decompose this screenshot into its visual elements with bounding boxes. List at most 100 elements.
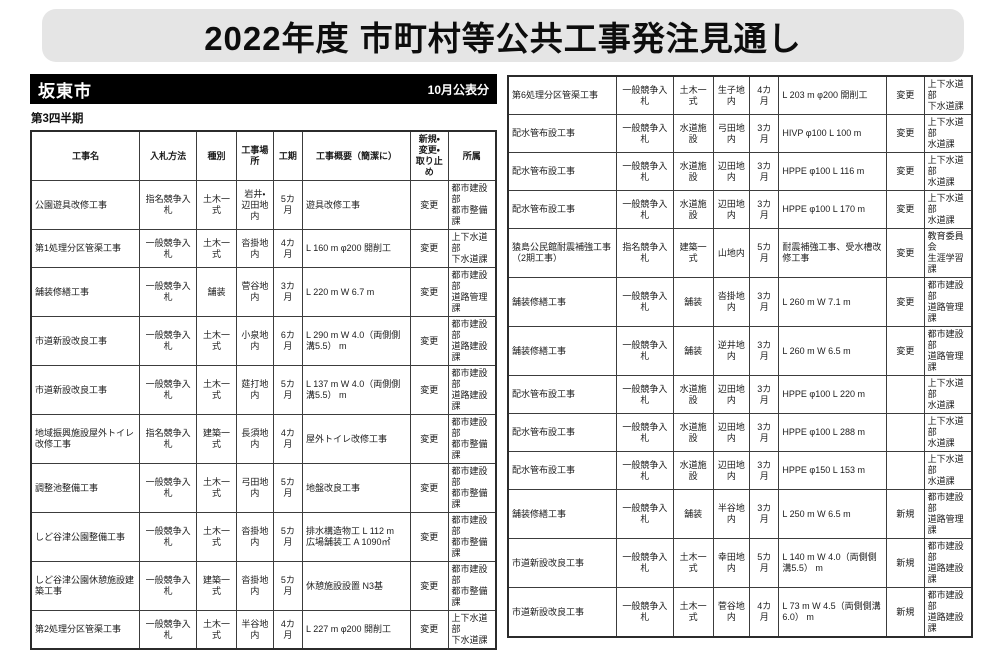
table-cell: L 73 m W 4.5（両側側溝6.0） m xyxy=(778,587,888,638)
table-cell: 一般競争入札 xyxy=(139,316,198,366)
table-cell: 辺田地内 xyxy=(712,413,751,452)
table-cell: 指名競争入札 xyxy=(139,180,198,230)
municipality-header-bar: 坂東市 10月公表分 xyxy=(30,74,497,104)
table-cell: 変更 xyxy=(409,610,449,650)
table-row: 配水管布設工事 一般競争入札 水道施設 辺田地内 3カ月 HPPE φ100 L 220 … xyxy=(507,375,973,414)
table-cell: HPPE φ100 L 170 m xyxy=(778,190,888,229)
table-cell: 市道新設改良工事 xyxy=(507,587,618,638)
table-cell: 舗装修繕工事 xyxy=(507,326,618,376)
table-cell: 上下水道部 水道課 xyxy=(923,413,973,452)
table-cell: 都市建設部 道路管理課 xyxy=(923,326,973,376)
table-cell: 菅谷地内 xyxy=(236,267,274,317)
table-cell: L 260 m W 6.5 m xyxy=(778,326,888,376)
table-row: 市道新設改良工事 一般競争入札 土木一式 幸田地内 5カ月 L 140 m W 4.0（両… xyxy=(507,538,973,588)
table-cell: 変更 xyxy=(409,180,449,230)
table-cell: 半谷地内 xyxy=(712,489,751,539)
table-cell: 上下水道部 下水道課 xyxy=(447,610,497,650)
table-cell: 新規 xyxy=(886,489,925,539)
table-cell: 耐震補強工事、受水槽改修工事 xyxy=(778,228,888,278)
table-cell: 公園遊具改修工事 xyxy=(30,180,141,230)
table-cell xyxy=(886,375,925,414)
table-cell: 辺田地内 xyxy=(712,152,751,191)
table-cell: L 140 m W 4.0（両側側溝5.5） m xyxy=(778,538,888,588)
table-cell: HPPE φ150 L 153 m xyxy=(778,451,888,490)
table-cell: 6カ月 xyxy=(272,316,304,366)
table-cell: 3カ月 xyxy=(749,326,780,376)
table-header: 工事名 入札方法 種別 工事場所 工期 工事概要（簡潔に） 新規・ 変更・ 取り止め 所属 xyxy=(30,130,497,181)
table-cell: 変更 xyxy=(409,229,449,268)
table-cell: 3カ月 xyxy=(272,267,304,317)
table-cell xyxy=(886,451,925,490)
table-cell: L 137 m W 4.0（両側側溝5.5） m xyxy=(302,365,411,415)
table-cell: 変更 xyxy=(409,463,449,513)
table-cell: 休憩施設設置 N3基 xyxy=(302,561,411,611)
table-cell: 都市建設部 都市整備課 xyxy=(447,180,497,230)
table-cell: 菅谷地内 xyxy=(712,587,751,638)
table-cell: 市道新設改良工事 xyxy=(30,365,141,415)
table-cell: 5カ月 xyxy=(272,561,304,611)
table-cell: 一般競争入札 xyxy=(616,413,674,452)
table-row: 配水管布設工事 一般競争入札 水道施設 弓田地内 3カ月 HIVP φ100 L 100 … xyxy=(507,114,973,153)
table-cell xyxy=(886,413,925,452)
table-cell: 一般競争入札 xyxy=(139,512,198,562)
column-header: 種別 xyxy=(196,130,237,181)
table-cell: 都市建設部 都市整備課 xyxy=(447,414,497,464)
table-cell: L 203 m φ200 開削工 xyxy=(778,75,888,115)
table-cell: 変更 xyxy=(409,267,449,317)
table-row: 市道新設改良工事 一般競争入札 土木一式 小泉地内 6カ月 L 290 m W 4.0（両… xyxy=(30,316,497,366)
table-cell: 上下水道部 水道課 xyxy=(923,375,973,414)
column-header: 入札方法 xyxy=(139,130,198,181)
table-cell: 一般競争入札 xyxy=(616,152,674,191)
table-cell: 4カ月 xyxy=(749,587,780,638)
table-cell: L 227 m φ200 開削工 xyxy=(302,610,411,650)
table-cell: 舗装 xyxy=(672,277,714,327)
works-table-right: 第6処理分区管渠工事 一般競争入札 土木一式 生子地内 4カ月 L 203 m φ200 … xyxy=(507,75,973,638)
table-cell: 3カ月 xyxy=(749,451,780,490)
table-cell: 4カ月 xyxy=(272,610,304,650)
table-cell: 都市建設部 道路管理課 xyxy=(447,267,497,317)
table-cell: 建築一式 xyxy=(196,561,237,611)
table-cell: 配水管布設工事 xyxy=(507,413,618,452)
table-cell: 変更 xyxy=(886,152,925,191)
table-cell: 都市建設部 道路建設課 xyxy=(923,538,973,588)
table-cell: 変更 xyxy=(886,277,925,327)
table-cell: 半谷地内 xyxy=(236,610,274,650)
table-cell: 一般競争入札 xyxy=(139,610,198,650)
table-cell: 水道施設 xyxy=(672,451,714,490)
table-cell: 舗装修繕工事 xyxy=(507,277,618,327)
table-cell: 変更 xyxy=(409,414,449,464)
table-row: 舗装修繕工事 一般競争入札 舗装 逆井地内 3カ月 L 260 m W 6.5 m 変更 都市… xyxy=(507,326,973,376)
table-cell: 3カ月 xyxy=(749,413,780,452)
table-cell: 上下水道部 水道課 xyxy=(923,152,973,191)
table-cell: 配水管布設工事 xyxy=(507,375,618,414)
table-row: 舗装修繕工事 一般競争入札 舗装 沓掛地内 3カ月 L 260 m W 7.1 m 変更 都市… xyxy=(507,277,973,327)
table-cell: 変更 xyxy=(409,316,449,366)
table-cell: 水道施設 xyxy=(672,413,714,452)
table-cell: 舗装修繕工事 xyxy=(30,267,141,317)
column-header: 工事名 xyxy=(30,130,141,181)
table-cell: 辺田地内 xyxy=(712,190,751,229)
table-cell: 地域振興施設屋外トイレ改修工事 xyxy=(30,414,141,464)
table-cell: 土木一式 xyxy=(196,365,237,415)
table-row: 公園遊具改修工事 指名競争入札 土木一式 岩井・辺田地内 5カ月 遊具改修工事 変更 都市建設… xyxy=(30,180,497,230)
table-cell: 5カ月 xyxy=(749,538,780,588)
table-row: しど谷津公園整備工事 一般競争入札 土木一式 沓掛地内 5カ月 排水構造物工 L 112 … xyxy=(30,512,497,562)
page: { "banner": { "title": "2022年度 市町村等公共工事発… xyxy=(30,9,973,650)
table-cell: 一般競争入札 xyxy=(616,587,674,638)
table-cell: しど谷津公園整備工事 xyxy=(30,512,141,562)
table-cell: 変更 xyxy=(409,365,449,415)
table-cell: 上下水道部 水道課 xyxy=(923,451,973,490)
table-cell: 3カ月 xyxy=(749,489,780,539)
table-cell: 上下水道部 下水道課 xyxy=(447,229,497,268)
table-row: 舗装修繕工事 一般競争入札 舗装 半谷地内 3カ月 L 250 m W 6.5 m 新規 都市… xyxy=(507,489,973,539)
table-cell: 弓田地内 xyxy=(712,114,751,153)
table-cell: L 160 m φ200 開削工 xyxy=(302,229,411,268)
table-cell: HPPE φ100 L 116 m xyxy=(778,152,888,191)
table-cell: 逆井地内 xyxy=(712,326,751,376)
table-cell: 土木一式 xyxy=(196,180,237,230)
column-header: 工事概要（簡潔に） xyxy=(302,130,411,181)
table-cell: 都市建設部 道路管理課 xyxy=(923,277,973,327)
table-cell: 上下水道部 水道課 xyxy=(923,190,973,229)
table-cell: 3カ月 xyxy=(749,375,780,414)
table-cell: 都市建設部 道路建設課 xyxy=(447,316,497,366)
